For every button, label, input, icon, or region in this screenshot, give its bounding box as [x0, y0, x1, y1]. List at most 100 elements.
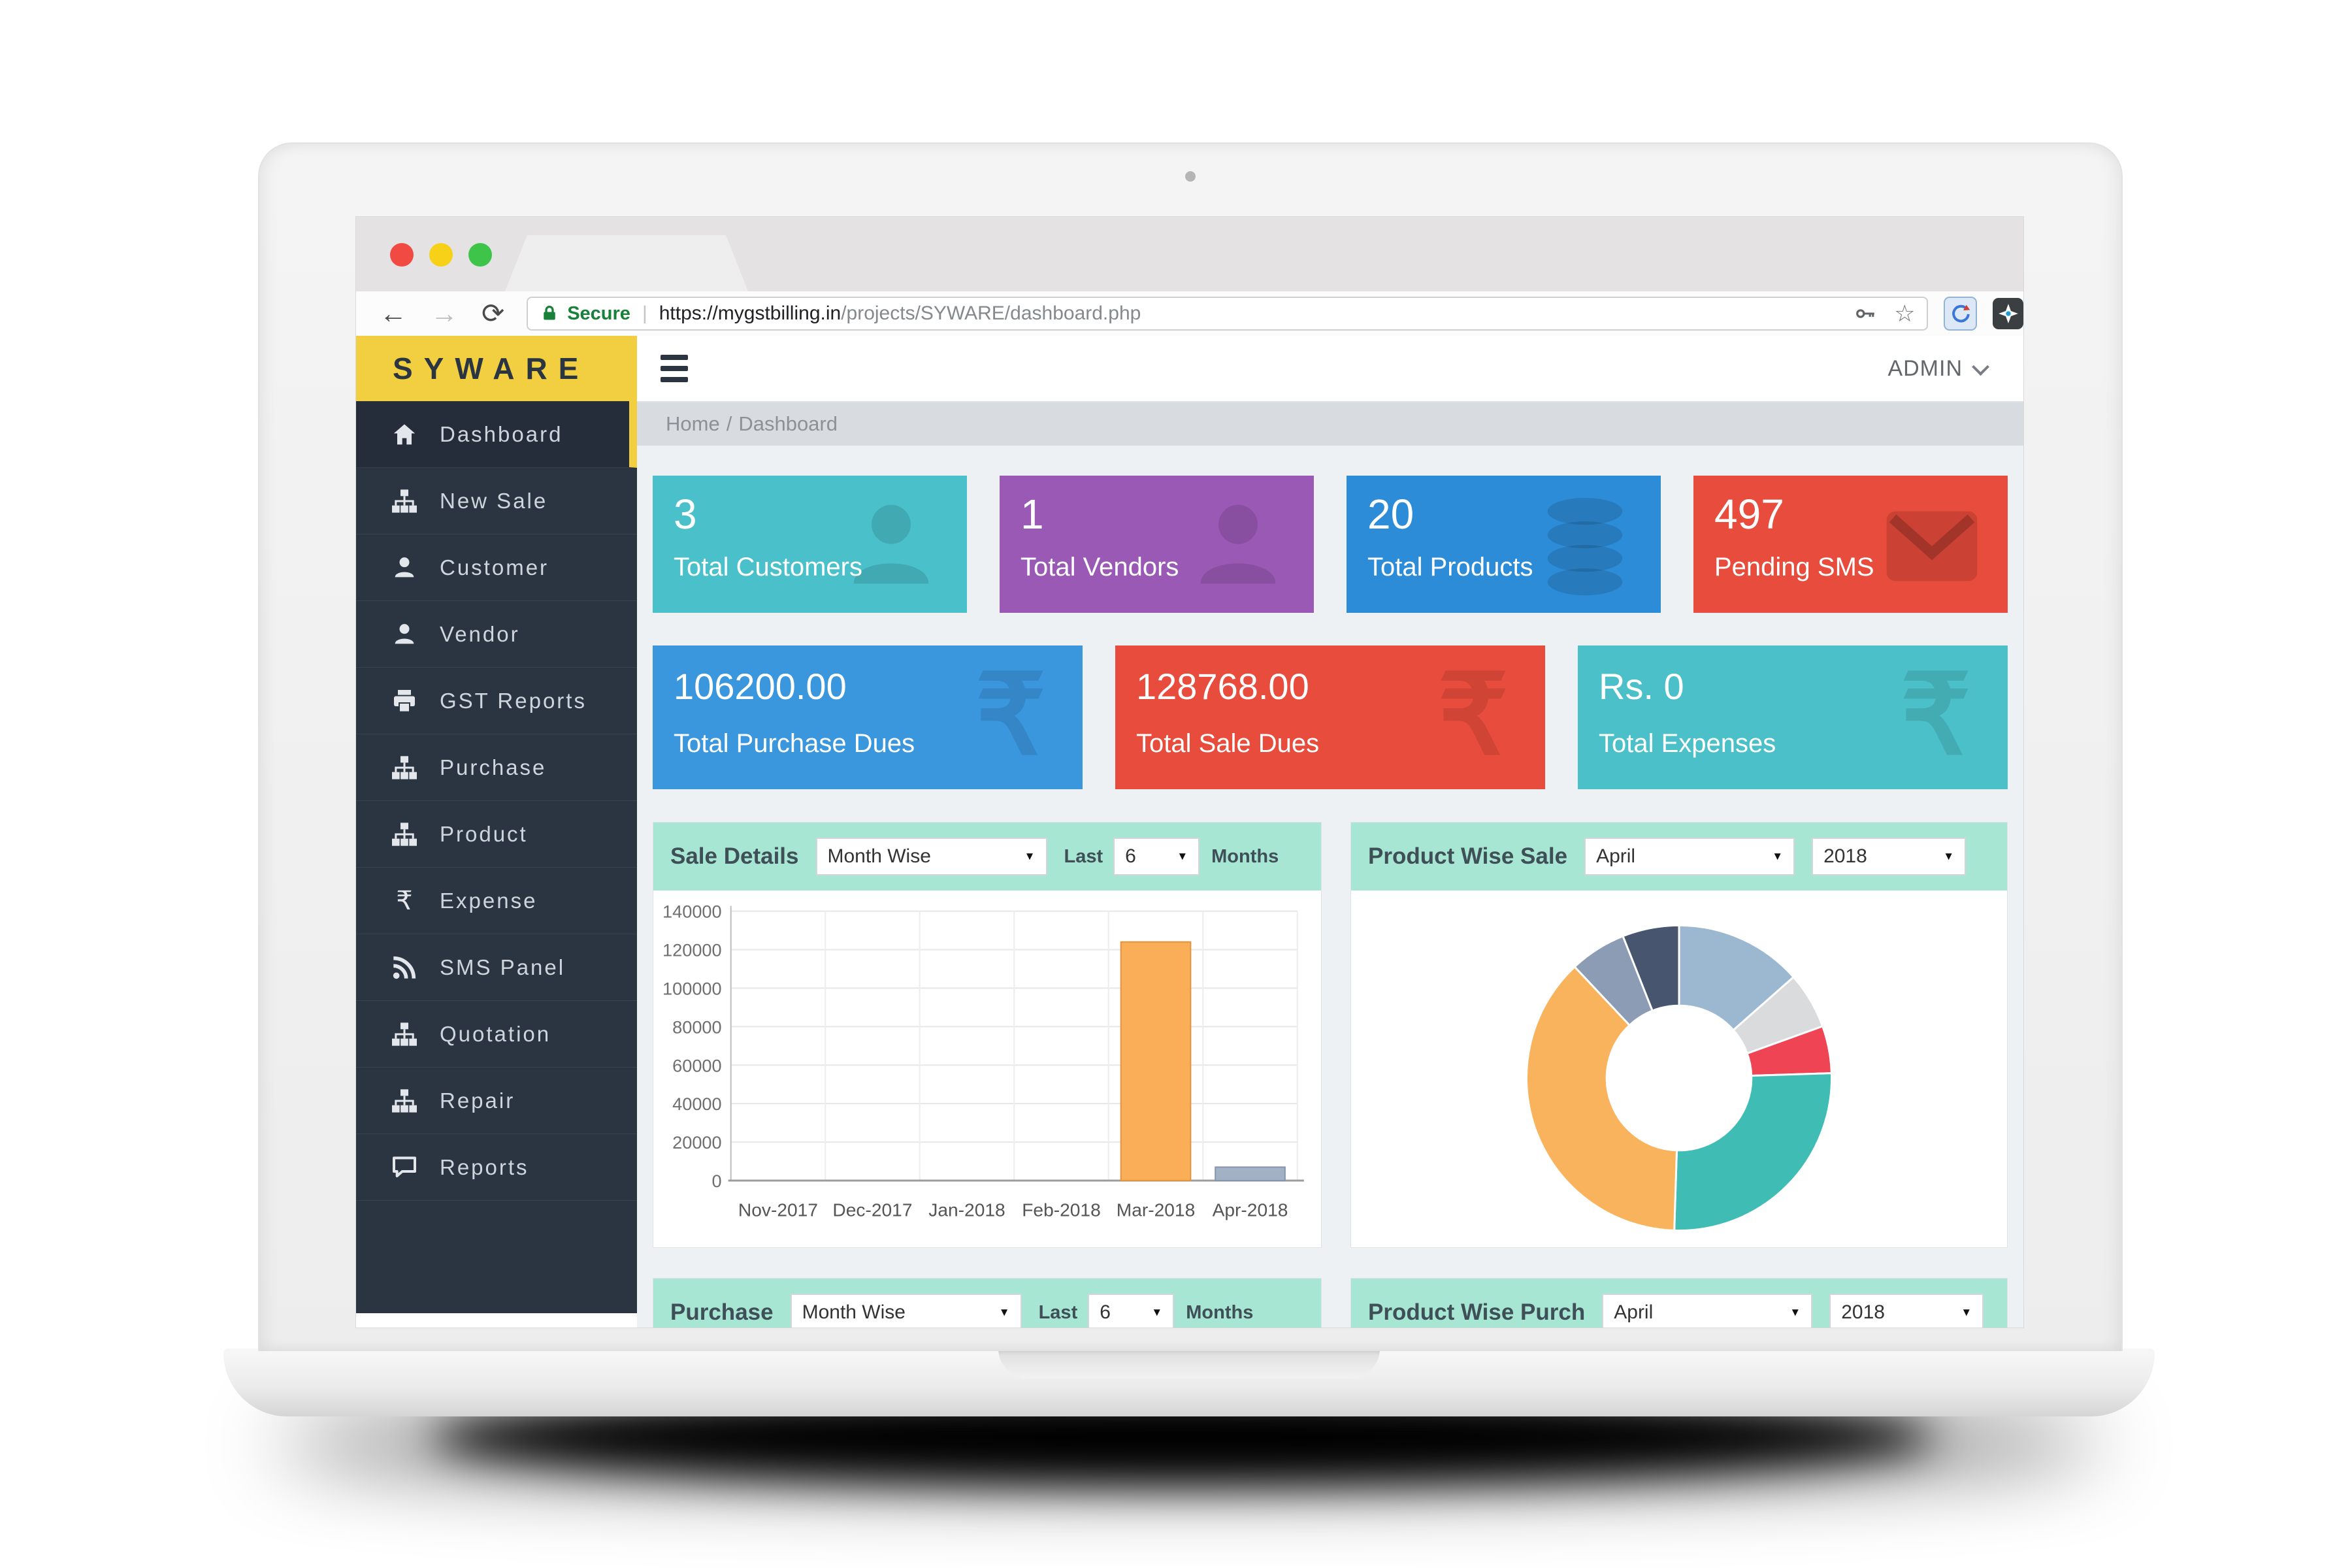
page-viewport: SYWARE Dashboard New Sale Customer Vendor GS… [356, 336, 2023, 1328]
stat-value: 1 [1021, 491, 1044, 538]
svg-text:Feb-2018: Feb-2018 [1022, 1200, 1101, 1220]
purchase-months-count-select[interactable]: 6 ▼ [1088, 1294, 1175, 1328]
app-logo[interactable]: SYWARE [356, 336, 637, 401]
sale-months-count-select[interactable]: 6 ▼ [1113, 838, 1200, 875]
stat-card-total-expenses[interactable]: ₹ Rs. 0 Total Expenses [1578, 645, 2008, 789]
sidebar-item-customer[interactable]: Customer [356, 534, 637, 601]
stat-card-total-sale-dues[interactable]: ₹128768.00 Total Sale Dues [1115, 645, 1545, 789]
panel-title: Product Wise Sale [1368, 843, 1568, 869]
svg-text:100000: 100000 [662, 978, 722, 998]
extension-sync-icon[interactable] [1944, 297, 1978, 331]
security-label: Secure [567, 302, 630, 324]
stat-label: Total Products [1367, 553, 1533, 581]
laptop-mockup: ← → ⟳ Secure | https://mygstbilling.in/p… [258, 142, 2123, 1351]
sale-details-bar-chart: 0 20000 40000 60000 80000 100000 120000 140000 N… [662, 902, 1304, 1220]
url-divider: | [642, 302, 647, 324]
sidebar-item-quotation[interactable]: Quotation [356, 1001, 637, 1068]
svg-text:Dec-2017: Dec-2017 [832, 1200, 912, 1220]
stat-value: 106200.00 [674, 666, 847, 707]
admin-dropdown[interactable]: ADMIN [1887, 356, 1989, 382]
stat-value: 497 [1714, 491, 1784, 538]
sale-month-select[interactable]: April ▼ [1584, 838, 1795, 875]
sitemap-icon [391, 755, 417, 781]
sidebar-item-expense[interactable]: ₹ Expense [356, 868, 637, 934]
sidebar-item-reports[interactable]: Reports [356, 1134, 637, 1201]
reload-button[interactable]: ⟳ [482, 298, 505, 329]
sidebar-item-label: GST Reports [440, 688, 587, 713]
top-navbar: ADMIN [637, 336, 2023, 402]
svg-text:Jan-2018: Jan-2018 [928, 1200, 1005, 1220]
select-arrow-icon: ▼ [1772, 850, 1784, 862]
stat-card-pending-sms[interactable]: 497 Pending SMS [1693, 476, 2008, 613]
select-arrow-icon: ▼ [1024, 850, 1036, 862]
rupee-icon: ₹ [396, 886, 413, 915]
sitemap-icon [391, 821, 417, 847]
address-bar[interactable]: Secure | https://mygstbilling.in/project… [527, 297, 1929, 331]
sidebar-item-gst-reports[interactable]: GST Reports [356, 668, 637, 734]
sidebar-item-sms-panel[interactable]: SMS Panel [356, 934, 637, 1001]
lock-icon [540, 304, 559, 323]
svg-text:40000: 40000 [672, 1094, 721, 1114]
bookmark-star-icon[interactable]: ☆ [1894, 300, 1916, 327]
sidebar-item-repair[interactable]: Repair [356, 1068, 637, 1134]
product-wise-sale-panel: Product Wise Sale April ▼ 2018 ▼ [1350, 822, 2008, 1248]
select-arrow-icon: ▼ [1151, 1306, 1163, 1318]
sale-mode-select[interactable]: Month Wise ▼ [815, 838, 1047, 875]
purch-month-select[interactable]: April ▼ [1602, 1294, 1813, 1328]
hamburger-menu-icon[interactable] [661, 355, 688, 382]
sidebar-item-label: Reports [440, 1154, 529, 1179]
select-arrow-icon: ▼ [1789, 1306, 1801, 1318]
sitemap-icon [391, 1088, 417, 1114]
browser-toolbar: ← → ⟳ Secure | https://mygstbilling.in/p… [356, 291, 2023, 337]
sidebar-item-label: New Sale [440, 488, 548, 513]
back-button[interactable]: ← [380, 298, 407, 329]
select-arrow-icon: ▼ [1961, 1306, 1972, 1318]
stat-value: Rs. 0 [1599, 666, 1684, 707]
stat-card-total-customers[interactable]: 3 Total Customers [653, 476, 967, 613]
close-window-button[interactable] [390, 243, 414, 267]
select-arrow-icon: ▼ [1943, 850, 1955, 862]
stats-row-2: ₹106200.00 Total Purchase Dues ₹128768.00 T… [653, 613, 2008, 789]
extension-pinwheel-icon[interactable] [1993, 298, 2023, 329]
stats-row-1: 3 Total Customers 1 Total Vendors 20 Total Pr… [653, 476, 2008, 613]
panel-title: Purchase [670, 1299, 774, 1325]
charts-row-2: Purchase Month Wise ▼ Last 6 ▼ Months [653, 1278, 2008, 1328]
stat-label: Total Vendors [1021, 553, 1179, 581]
maximize-window-button[interactable] [468, 243, 492, 267]
sidebar-menu: Dashboard New Sale Customer Vendor GST Repor… [356, 401, 637, 1201]
stat-label: Total Expenses [1599, 729, 1776, 758]
sidebar-item-purchase[interactable]: Purchase [356, 734, 637, 801]
rss-icon [391, 955, 417, 981]
purchase-mode-select[interactable]: Month Wise ▼ [790, 1294, 1022, 1328]
sidebar-item-vendor[interactable]: Vendor [356, 601, 637, 668]
stat-card-total-vendors[interactable]: 1 Total Vendors [1000, 476, 1314, 613]
sidebar-item-dashboard[interactable]: Dashboard [356, 401, 637, 468]
stat-label: Total Customers [674, 553, 862, 581]
sale-year-select[interactable]: 2018 ▼ [1812, 838, 1967, 875]
sidebar-item-label: Purchase [440, 755, 547, 779]
purch-year-select[interactable]: 2018 ▼ [1829, 1294, 1984, 1328]
svg-text:120000: 120000 [662, 940, 722, 960]
stat-card-total-products[interactable]: 20 Total Products [1347, 476, 1661, 613]
webcam-dot [1185, 171, 1196, 182]
key-icon[interactable] [1855, 302, 1877, 325]
forward-button[interactable]: → [431, 298, 458, 329]
sidebar-item-label: Dashboard [440, 421, 563, 446]
product-wise-purch-panel: Product Wise Purch April ▼ 2018 ▼ [1350, 1278, 2008, 1328]
sidebar-item-new-sale[interactable]: New Sale [356, 468, 637, 534]
stat-value: 20 [1367, 491, 1414, 538]
envelope-icon [1880, 494, 1984, 598]
sidebar-item-label: Vendor [440, 621, 520, 646]
stat-card-total-purchase-dues[interactable]: ₹106200.00 Total Purchase Dues [653, 645, 1083, 789]
url-text: https://mygstbilling.in/projects/SYWARE/… [659, 302, 1141, 324]
stat-value: 128768.00 [1136, 666, 1309, 707]
sitemap-icon [391, 1021, 417, 1047]
browser-tab[interactable] [505, 235, 748, 291]
minimize-window-button[interactable] [429, 243, 453, 267]
panel-title: Product Wise Purch [1368, 1299, 1586, 1325]
svg-text:60000: 60000 [672, 1055, 721, 1075]
breadcrumb-home[interactable]: Home [666, 412, 720, 435]
svg-text:Mar-2018: Mar-2018 [1117, 1200, 1196, 1220]
sidebar-item-label: Customer [440, 555, 549, 580]
sidebar-item-product[interactable]: Product [356, 801, 637, 868]
